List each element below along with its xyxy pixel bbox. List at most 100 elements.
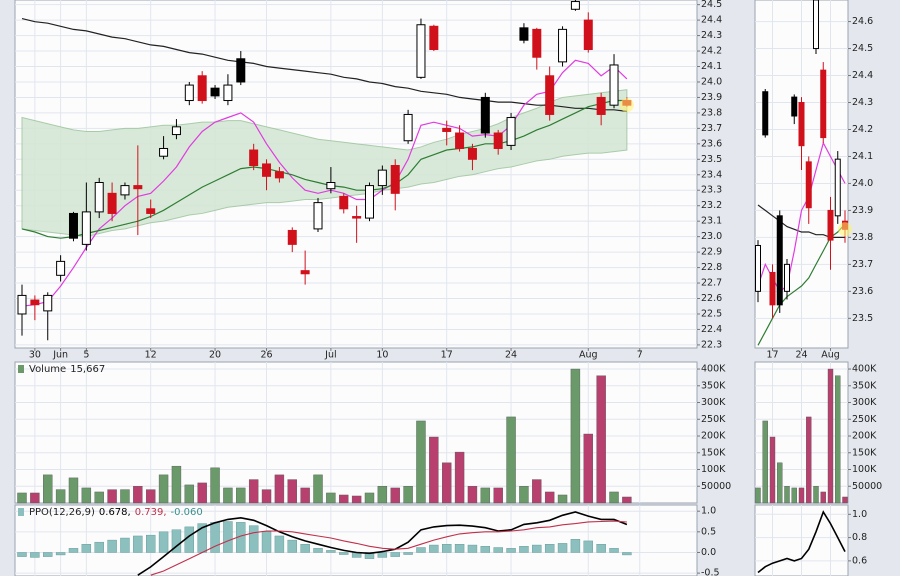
volume-bar bbox=[769, 436, 776, 504]
y-tick-label: 23.7 bbox=[701, 123, 722, 134]
volume-bar bbox=[184, 484, 195, 504]
histogram-bar bbox=[544, 544, 555, 553]
candle-body bbox=[249, 149, 259, 166]
y-tick-label: 200K bbox=[852, 431, 877, 442]
y-tick-label: 22.8 bbox=[701, 262, 722, 273]
y-tick-label: 24.5 bbox=[701, 0, 722, 10]
volume-bar bbox=[583, 433, 593, 504]
volume-bar bbox=[784, 486, 790, 504]
candle-body bbox=[287, 229, 297, 245]
y-tick-label: 300K bbox=[852, 397, 877, 408]
candle-body bbox=[326, 182, 336, 190]
histogram-bar bbox=[622, 552, 632, 556]
candle-body bbox=[390, 164, 400, 194]
y-tick-label: 350K bbox=[852, 380, 877, 391]
volume-title: Volume bbox=[29, 364, 66, 375]
y-tick-label: 250K bbox=[852, 414, 877, 425]
volume-bar bbox=[274, 474, 285, 504]
histogram-bar bbox=[364, 552, 375, 559]
histogram-bar bbox=[81, 544, 92, 553]
histogram-bar bbox=[467, 544, 478, 553]
x-tick-label: 17 bbox=[441, 350, 453, 361]
candle-body bbox=[159, 147, 169, 157]
candle-body bbox=[416, 24, 426, 78]
volume-bar bbox=[842, 496, 848, 504]
histogram-bar bbox=[248, 525, 259, 553]
volume-bar bbox=[94, 491, 104, 504]
candle-body bbox=[171, 126, 181, 136]
candle-body bbox=[791, 96, 798, 117]
y-tick-label: 22.6 bbox=[701, 293, 722, 304]
volume-bar bbox=[158, 474, 169, 504]
volume-bar bbox=[107, 489, 117, 504]
candle-body bbox=[820, 69, 827, 139]
candle-body bbox=[262, 163, 272, 177]
histogram-bar bbox=[596, 544, 606, 553]
volume-bar bbox=[197, 482, 207, 504]
histogram-bar bbox=[583, 540, 593, 553]
y-tick-label: 23.4 bbox=[701, 169, 722, 180]
y-tick-label: 24.1 bbox=[852, 151, 873, 162]
y-tick-label: 100K bbox=[701, 464, 726, 475]
x-tick-label: 7 bbox=[637, 350, 643, 361]
histogram-bar bbox=[261, 531, 272, 553]
y-tick-label: 0.0 bbox=[701, 547, 716, 558]
histogram-bar bbox=[429, 544, 439, 553]
histogram-bar bbox=[120, 537, 130, 553]
candle-body bbox=[480, 96, 490, 134]
x-tick-label: 30 bbox=[29, 350, 41, 361]
histogram-bar bbox=[68, 548, 79, 553]
y-tick-label: 24.3 bbox=[852, 97, 873, 108]
volume-bar bbox=[442, 462, 452, 504]
histogram-bar bbox=[403, 552, 413, 555]
volume-bar bbox=[30, 492, 40, 504]
candle-body bbox=[352, 216, 362, 219]
y-tick-label: 300K bbox=[701, 397, 726, 408]
histogram-bar bbox=[223, 521, 233, 553]
volume-bar bbox=[287, 479, 297, 504]
y-tick-label: 100K bbox=[852, 464, 877, 475]
candle-body bbox=[798, 102, 805, 147]
histogram-bar bbox=[390, 552, 400, 557]
y-tick-label: 24.4 bbox=[852, 70, 873, 81]
y-tick-label: 50000 bbox=[852, 481, 882, 492]
candle-body bbox=[107, 192, 117, 214]
candle-body bbox=[184, 84, 194, 102]
y-tick-label: 200K bbox=[701, 431, 726, 442]
candle-body bbox=[467, 147, 477, 160]
candle-body bbox=[769, 271, 776, 306]
candle-body bbox=[805, 161, 812, 209]
ppo-label: PPO(12,26,9) 0.678, 0.739, -0.060 bbox=[29, 507, 203, 518]
histogram-bar bbox=[55, 552, 66, 556]
histogram-bar bbox=[493, 547, 503, 553]
y-tick-label: 24.2 bbox=[701, 46, 722, 57]
volume-bar bbox=[145, 489, 156, 504]
candle-body bbox=[609, 64, 619, 106]
histogram-bar bbox=[454, 544, 465, 553]
volume-bar bbox=[300, 487, 310, 504]
histogram-bar bbox=[43, 552, 53, 557]
volume-bar bbox=[835, 375, 841, 504]
y-tick-label: 150K bbox=[701, 447, 726, 458]
x-tick-label: 20 bbox=[209, 350, 221, 361]
histogram-bar bbox=[506, 548, 516, 553]
indicator-line bbox=[21, 59, 628, 307]
candle-body bbox=[146, 208, 156, 214]
y-tick-label: 24.2 bbox=[852, 124, 873, 135]
x-tick-label: Aug bbox=[821, 350, 840, 361]
y-tick-label: 23.7 bbox=[852, 259, 873, 270]
candle-body bbox=[583, 19, 593, 50]
y-tick-label: 24.3 bbox=[701, 30, 722, 41]
volume-bar bbox=[351, 495, 362, 504]
volume-bar bbox=[544, 491, 555, 504]
volume-bar bbox=[43, 474, 53, 504]
volume-bar bbox=[223, 487, 233, 504]
volume-bar bbox=[596, 375, 606, 504]
candle-body bbox=[223, 84, 233, 102]
candle-body bbox=[532, 28, 542, 58]
indicator-line bbox=[21, 99, 627, 239]
histogram-bar bbox=[300, 544, 310, 553]
candle-body bbox=[776, 215, 783, 306]
x-tick-label: 17 bbox=[766, 350, 778, 361]
